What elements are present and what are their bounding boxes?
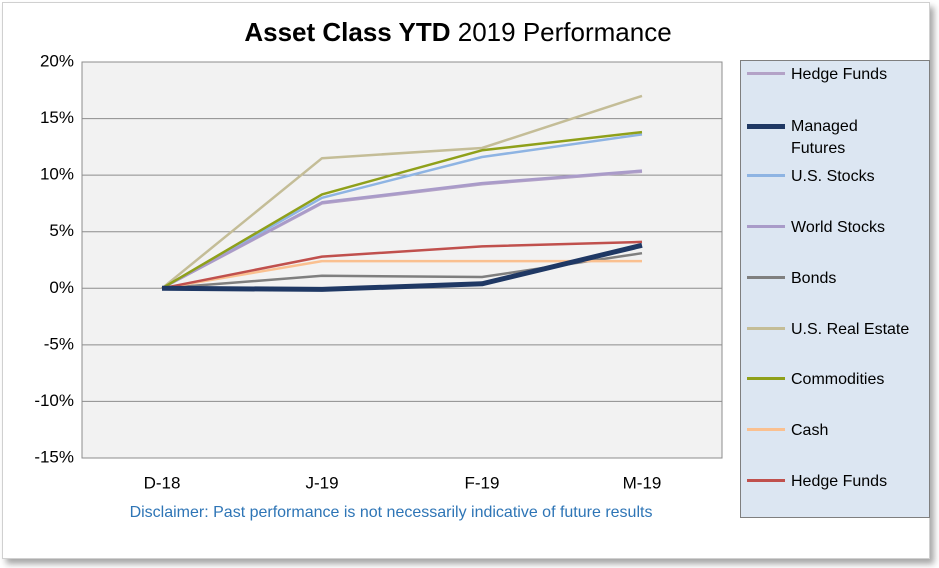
series-line — [161, 259, 642, 290]
y-tick-label: -15% — [34, 447, 74, 466]
x-tick-label: F-19 — [465, 473, 500, 492]
legend-swatch — [747, 276, 785, 279]
title-bold: Asset Class YTD — [244, 17, 450, 47]
legend-swatch — [747, 327, 785, 330]
legend-label: Managed Futures — [791, 118, 858, 157]
legend-item: Hedge Funds — [747, 64, 915, 86]
legend-swatch — [747, 377, 785, 380]
legend-swatch — [747, 225, 785, 228]
legend-label: Cash — [791, 422, 829, 439]
series-line — [161, 133, 643, 290]
series-line — [161, 169, 643, 290]
y-tick-label: 20% — [40, 51, 74, 70]
series-line — [161, 94, 643, 290]
legend-label: Hedge Funds — [791, 473, 888, 490]
legend-label: U.S. Real Estate — [791, 321, 910, 338]
legend-item: Cash — [747, 420, 915, 442]
legend-item: Hedge Funds — [747, 471, 915, 493]
grid — [82, 61, 722, 459]
chart-title: Asset Class YTD 2019 Performance — [244, 17, 671, 47]
y-tick-label: 0% — [49, 278, 74, 297]
legend-item: Bonds — [747, 268, 915, 290]
legend-swatch — [747, 124, 785, 129]
legend-swatch — [747, 428, 785, 431]
legend-swatch — [747, 72, 785, 75]
series-line — [161, 242, 643, 292]
y-tick-label: 15% — [40, 108, 74, 127]
title-regular: 2019 Performance — [458, 17, 672, 47]
legend-swatch — [747, 174, 785, 177]
legend-item: Managed Futures — [747, 116, 915, 160]
legend-label: U.S. Stocks — [791, 168, 875, 185]
y-tick-label: -5% — [44, 334, 74, 353]
legend-label: Commodities — [791, 371, 885, 388]
legend-item: U.S. Real Estate — [747, 319, 915, 341]
legend-label: World Stocks — [791, 219, 885, 236]
x-tick-label: J-19 — [305, 473, 338, 492]
x-tick-label: D-18 — [144, 473, 181, 492]
legend-label: Hedge Funds — [791, 66, 888, 83]
y-tick-label: 10% — [40, 165, 74, 184]
y-tick-label: -10% — [34, 391, 74, 410]
y-tick-label: 5% — [49, 221, 74, 240]
series-line — [161, 130, 643, 290]
series-line — [161, 240, 643, 290]
legend-swatch — [747, 479, 785, 482]
legend-item: Commodities — [747, 369, 915, 391]
legend-label: Bonds — [791, 270, 837, 287]
disclaimer: Disclaimer: Past performance is not nece… — [130, 504, 653, 521]
legend-item: U.S. Stocks — [747, 166, 915, 188]
legend: Hedge Funds Managed Futures U.S. Stocks Wor… — [740, 60, 930, 518]
legend-item: World Stocks — [747, 217, 915, 239]
x-tick-label: M-19 — [623, 473, 662, 492]
